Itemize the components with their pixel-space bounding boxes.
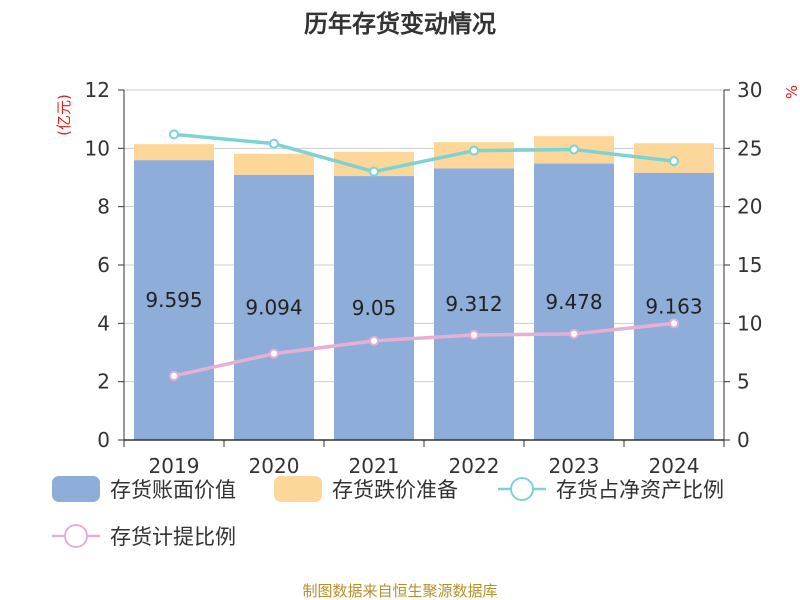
data-label: 9.094 [245,295,302,319]
bar-impairment [134,144,214,161]
data-label: 9.312 [445,292,502,316]
bar-book-value [534,163,614,440]
right-axis-tick-label: 0 [737,428,750,452]
right-axis-tick-label: 10 [737,311,762,335]
right-axis-tick-label: 15 [737,253,762,277]
data-labels: 9.595 9.094 9.05 9.312 9.478 9.163 [145,288,702,320]
point-provision-ratio [369,335,379,346]
legend-label: 存货跌价准备 [332,478,458,502]
left-axis-tick-label: 12 [85,78,110,102]
point-net-asset-ratio [169,129,179,140]
axes: 0 2 4 6 8 10 12 0 5 10 15 20 25 30 2019 2020 2021 2022 202… [85,78,763,478]
point-provision-ratio [169,370,179,381]
legend-swatch-impairment [274,476,322,502]
data-label: 9.163 [645,294,702,318]
point-net-asset-ratio [669,156,679,167]
legend-swatch-book-value [52,476,100,502]
bar-book-value [634,172,714,440]
point-provision-ratio [569,328,579,339]
point-net-asset-ratio [369,166,379,177]
bars [134,136,714,441]
point-provision-ratio [269,348,279,359]
x-axis-tick-label: 2021 [349,454,400,478]
point-provision-ratio [469,330,479,340]
right-axis-unit: % [783,85,800,99]
data-label: 9.05 [352,296,397,320]
data-label: 9.478 [545,290,602,314]
bar-book-value [434,168,514,440]
bar-book-value [234,174,314,440]
legend-label: 存货计提比例 [110,525,236,549]
series-lines [169,129,679,381]
source-note: 制图数据来自恒生聚源数据库 [302,582,497,600]
left-axis-tick-label: 8 [97,195,110,219]
legend-label: 存货占净资产比例 [556,478,724,502]
left-axis-tick-label: 2 [97,370,110,394]
right-axis-tick-label: 5 [737,370,750,394]
left-axis-tick-label: 4 [97,311,110,335]
x-axis-tick-label: 2022 [449,454,500,478]
grid-lines [124,89,724,383]
right-axis-tick-label: 25 [737,136,762,160]
line-net-asset-ratio [173,132,675,174]
bar-book-value [134,160,214,441]
point-net-asset-ratio [569,144,579,155]
data-label: 9.595 [145,288,202,312]
x-axis-tick-label: 2023 [549,454,600,478]
right-axis-tick-label: 20 [737,195,762,219]
x-axis-tick-label: 2019 [149,454,200,478]
point-provision-ratio [669,318,679,329]
left-axis-tick-label: 0 [97,428,110,452]
bar-impairment [234,153,314,175]
point-net-asset-ratio [469,145,479,156]
bar-book-value [334,176,414,440]
left-axis-tick-label: 6 [97,253,110,277]
point-net-asset-ratio [269,138,279,149]
legend-label: 存货账面价值 [110,478,236,502]
left-axis-unit: (亿元) [55,94,73,136]
x-axis-tick-label: 2024 [649,454,700,478]
left-axis-tick-label: 10 [85,136,110,160]
x-axis-tick-label: 2020 [249,454,300,478]
legend-swatch-net-asset-ratio [510,477,534,501]
line-provision-ratio [173,321,675,378]
right-axis-tick-label: 30 [737,78,762,102]
legend-swatch-provision-ratio [64,524,88,548]
chart-title: 历年存货变动情况 [304,10,496,38]
